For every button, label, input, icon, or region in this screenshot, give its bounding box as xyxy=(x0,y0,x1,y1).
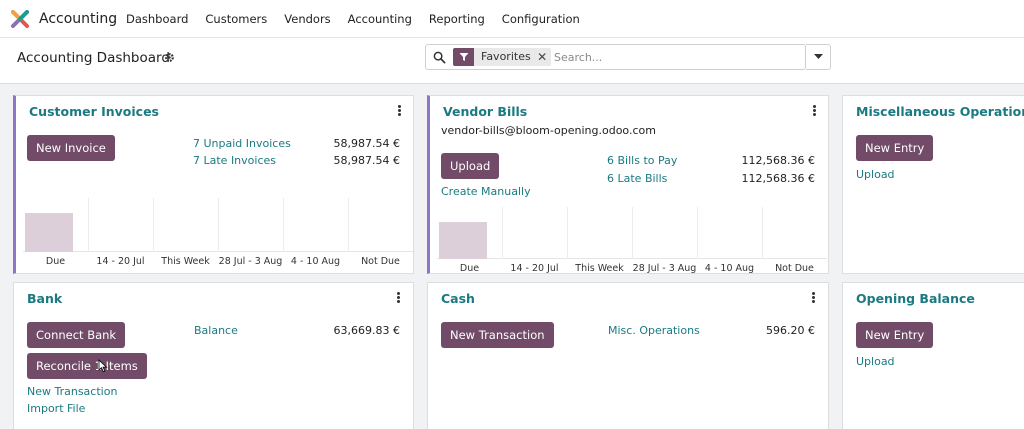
card-title[interactable]: Cash xyxy=(441,291,475,306)
card-title[interactable]: Opening Balance xyxy=(856,291,975,306)
chart-tick-label: 14 - 20 Jul xyxy=(510,263,559,274)
upload-link[interactable]: Upload xyxy=(856,168,895,181)
menu-item-configuration[interactable]: Configuration xyxy=(501,12,580,26)
kebab-menu-icon[interactable] xyxy=(812,292,816,304)
gear-icon[interactable] xyxy=(164,52,175,63)
chart-gridline xyxy=(502,207,503,259)
chart-gridline xyxy=(88,198,89,252)
chart-tick-label: Due xyxy=(45,256,66,267)
accounting-app-logo-icon[interactable] xyxy=(11,10,29,28)
chart-x-axis: Due 14 - 20 Jul This Week 28 Jul - 3 Aug 4 -… xyxy=(437,261,827,274)
kebab-menu-icon[interactable] xyxy=(398,105,402,117)
chart-gridline xyxy=(153,198,154,252)
favorites-facet: Favorites ✕ xyxy=(453,48,551,66)
chart-tick-label: 4 - 10 Aug xyxy=(704,263,755,274)
unpaid-invoices-amount: 58,987.54 € xyxy=(333,137,400,150)
caret-down-icon xyxy=(813,54,823,59)
card-title[interactable]: Vendor Bills xyxy=(443,104,528,119)
new-transaction-button[interactable]: New Transaction xyxy=(441,322,554,348)
menu-item-vendors[interactable]: Vendors xyxy=(284,12,331,26)
search-options-toggle[interactable] xyxy=(806,44,831,70)
kebab-menu-icon[interactable] xyxy=(813,105,817,117)
create-manually-link[interactable]: Create Manually xyxy=(441,185,531,198)
filter-icon xyxy=(453,48,474,66)
late-invoices-amount: 58,987.54 € xyxy=(333,154,400,167)
chart-gridline xyxy=(218,198,219,252)
bills-to-pay-amount: 112,568.36 € xyxy=(741,154,815,167)
chart-tick-label: Due xyxy=(459,263,480,274)
chart-tick-label: This Week xyxy=(575,263,624,274)
chart-gridline xyxy=(762,207,763,259)
menu-item-reporting[interactable]: Reporting xyxy=(428,12,485,26)
new-invoice-button[interactable]: New Invoice xyxy=(27,135,115,161)
vendor-bills-email: vendor-bills@bloom-opening.odoo.com xyxy=(441,124,656,137)
search-input[interactable] xyxy=(554,49,794,65)
mouse-pointer-icon xyxy=(98,359,108,373)
chart-tick-label: Not Due xyxy=(361,256,400,267)
chart-bar-0[interactable] xyxy=(439,222,487,259)
kebab-menu-icon[interactable] xyxy=(397,292,401,304)
bills-aging-chart[interactable]: Due 14 - 20 Jul This Week 28 Jul - 3 Aug 4 -… xyxy=(437,207,827,274)
upload-button[interactable]: Upload xyxy=(441,153,500,179)
search-icon[interactable] xyxy=(433,51,446,64)
card-opening-balance: Opening Balance New Entry Upload xyxy=(842,282,1024,429)
main-menu: Dashboard Customers Vendors Accounting R… xyxy=(126,12,597,26)
facet-close-icon[interactable]: ✕ xyxy=(537,50,548,64)
top-navbar: Accounting Dashboard Customers Vendors A… xyxy=(0,0,1024,38)
page-title: Accounting Dashboard xyxy=(17,50,170,66)
menu-item-dashboard[interactable]: Dashboard xyxy=(126,12,189,26)
upload-link[interactable]: Upload xyxy=(856,355,895,368)
chart-x-axis: Due 14 - 20 Jul This Week 28 Jul - 3 Aug 4 -… xyxy=(23,254,413,268)
unpaid-invoices-link[interactable]: 7 Unpaid Invoices xyxy=(193,137,291,150)
reconcile-items-button[interactable]: Reconcile 1 Items xyxy=(27,353,147,379)
chart-gridline xyxy=(348,198,349,252)
card-title[interactable]: Bank xyxy=(27,291,63,306)
chart-tick-label: This Week xyxy=(161,256,210,267)
late-bills-amount: 112,568.36 € xyxy=(741,172,815,185)
new-entry-button[interactable]: New Entry xyxy=(856,322,934,348)
card-vendor-bills: Vendor Bills vendor-bills@bloom-opening.… xyxy=(427,95,829,274)
app-name[interactable]: Accounting xyxy=(39,11,118,27)
control-panel: Accounting Dashboard Favorites ✕ xyxy=(0,38,1024,84)
balance-amount: 63,669.83 € xyxy=(333,324,400,337)
card-customer-invoices: Customer Invoices New Invoice 7 Unpaid I… xyxy=(13,95,414,274)
menu-item-customers[interactable]: Customers xyxy=(205,12,268,26)
invoices-aging-chart[interactable]: Due 14 - 20 Jul This Week 28 Jul - 3 Aug 4 -… xyxy=(23,198,413,268)
facet-label: Favorites xyxy=(481,50,531,63)
new-transaction-link[interactable]: New Transaction xyxy=(27,385,118,398)
chart-tick-label: 4 - 10 Aug xyxy=(290,256,341,267)
chart-gridline xyxy=(697,207,698,259)
balance-link[interactable]: Balance xyxy=(194,324,238,337)
chart-tick-label: 14 - 20 Jul xyxy=(96,256,145,267)
card-cash: Cash New Transaction Misc. Operations 59… xyxy=(427,282,829,429)
import-file-link[interactable]: Import File xyxy=(27,402,86,415)
chart-tick-label: 28 Jul - 3 Aug xyxy=(632,263,697,274)
bills-to-pay-link[interactable]: 6 Bills to Pay xyxy=(607,154,678,167)
search-bar: Favorites ✕ xyxy=(425,44,806,70)
chart-bar-0[interactable] xyxy=(25,213,73,252)
chart-gridline xyxy=(567,207,568,259)
misc-operations-amount: 596.20 € xyxy=(766,324,815,337)
late-invoices-link[interactable]: 7 Late Invoices xyxy=(193,154,276,167)
card-misc-operations: Miscellaneous Operations New Entry Uploa… xyxy=(842,95,1024,274)
connect-bank-button[interactable]: Connect Bank xyxy=(27,322,126,348)
menu-item-accounting[interactable]: Accounting xyxy=(347,12,412,26)
chart-tick-label: Not Due xyxy=(775,263,814,274)
new-entry-button[interactable]: New Entry xyxy=(856,135,934,161)
card-bank: Bank Connect Bank Reconcile 1 Items New … xyxy=(13,282,414,429)
card-title[interactable]: Customer Invoices xyxy=(29,104,159,119)
chart-gridline xyxy=(632,207,633,259)
card-title[interactable]: Miscellaneous Operations xyxy=(856,104,1024,119)
chart-gridline xyxy=(283,198,284,252)
late-bills-link[interactable]: 6 Late Bills xyxy=(607,172,668,185)
chart-tick-label: 28 Jul - 3 Aug xyxy=(218,256,283,267)
misc-operations-link[interactable]: Misc. Operations xyxy=(608,324,700,337)
